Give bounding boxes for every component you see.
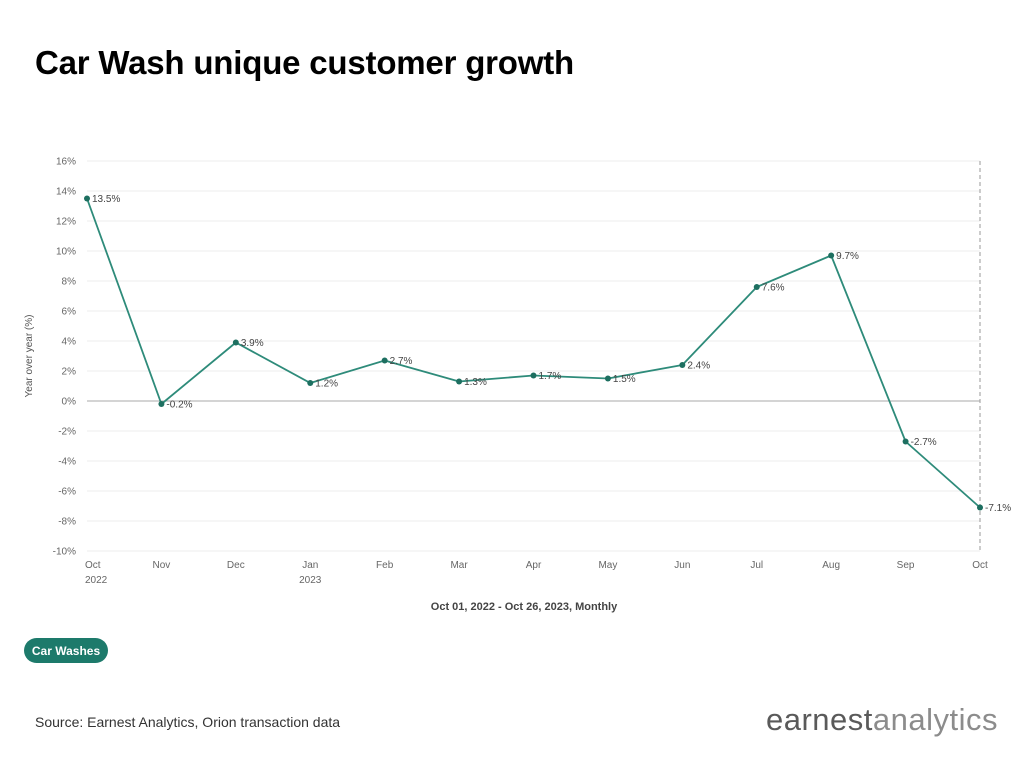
page-title: Car Wash unique customer growth [35,44,574,81]
data-label: 1.3% [464,377,487,388]
data-label: 3.9% [241,338,264,349]
data-point [232,339,239,346]
y-tick-label: 2% [62,367,77,378]
data-point [381,357,388,364]
data-label: 7.6% [762,283,785,294]
y-tick-label: -10% [53,547,76,558]
data-point [84,195,90,202]
x-tick-label: Aug [822,560,840,571]
legend-car-washes-button[interactable]: Car Washes [24,638,108,663]
data-label: -7.1% [985,503,1011,514]
y-tick-label: 12% [56,217,76,228]
x-axis-title: Oct 01, 2022 - Oct 26, 2023, Monthly [430,601,618,613]
x-tick-sublabel: 2022 [85,575,108,586]
y-tick-label: -6% [58,487,76,498]
data-label: -2.7% [911,437,937,448]
data-point [456,378,463,385]
x-tick-label: May [598,560,617,571]
y-tick-label: 0% [62,397,77,408]
y-tick-label: 8% [62,277,77,288]
data-point [604,375,611,382]
x-tick-label: Oct [972,560,988,571]
x-tick-label: Jul [750,560,763,571]
x-tick-label: Dec [227,560,245,571]
x-tick-label: Apr [526,560,542,571]
data-label: 2.4% [687,361,710,372]
data-point [828,252,835,259]
logo-part-analytics: analytics [872,702,998,737]
data-label: 1.2% [315,379,338,390]
y-tick-label: -4% [58,457,76,468]
x-tick-label: Feb [376,560,394,571]
y-tick-label: 14% [56,187,76,198]
logo-part-earnest: earnest [765,702,873,737]
data-label: 9.7% [836,251,859,262]
x-axis: Oct 2022 Nov Dec Jan 2023 Feb Mar Apr May Jun Jul Au… [85,560,988,586]
grid [87,160,981,552]
x-tick-label: Oct [85,560,101,571]
source-note: Source: Earnest Analytics, Orion transac… [35,714,341,730]
y-tick-label: 4% [62,337,77,348]
data-label: 1.7% [539,371,562,382]
y-tick-label: -8% [58,517,76,528]
data-label: 13.5% [92,194,120,205]
data-labels: 13.5% -0.2% 3.9% 1.2% 2.7% 1.3% 1.7% 1.5% 2.4% 7.… [92,194,1011,514]
data-point [679,362,686,368]
line-chart: 16% 14% 12% 10% 8% 6% 4% 2% 0% -2% -4% -6% -8% -10% Ye… [24,157,1011,587]
x-tick-label: Jan [302,560,318,571]
data-label: 2.7% [390,356,413,367]
series [84,195,983,511]
y-tick-label: 10% [56,247,76,258]
y-tick-label: 16% [56,157,76,168]
x-tick-label: Nov [153,560,171,571]
y-axis: 16% 14% 12% 10% 8% 6% 4% 2% 0% -2% -4% -6% -8% -10% Ye… [24,157,76,558]
y-tick-label: -2% [58,427,76,438]
data-point [753,284,760,290]
x-tick-sublabel: 2023 [299,575,322,586]
data-point [530,372,537,379]
data-point [902,438,909,445]
y-axis-title: Year over year (%) [24,315,35,398]
data-point [977,504,983,511]
data-label: -0.2% [166,400,192,411]
data-point [307,380,314,386]
earnest-analytics-logo: earnestanalytics [766,702,998,738]
data-label: 1.5% [613,374,636,385]
x-tick-label: Sep [897,560,915,571]
x-tick-label: Jun [674,560,690,571]
y-tick-label: 6% [62,307,77,318]
x-tick-label: Mar [450,560,468,571]
data-point [158,401,165,407]
